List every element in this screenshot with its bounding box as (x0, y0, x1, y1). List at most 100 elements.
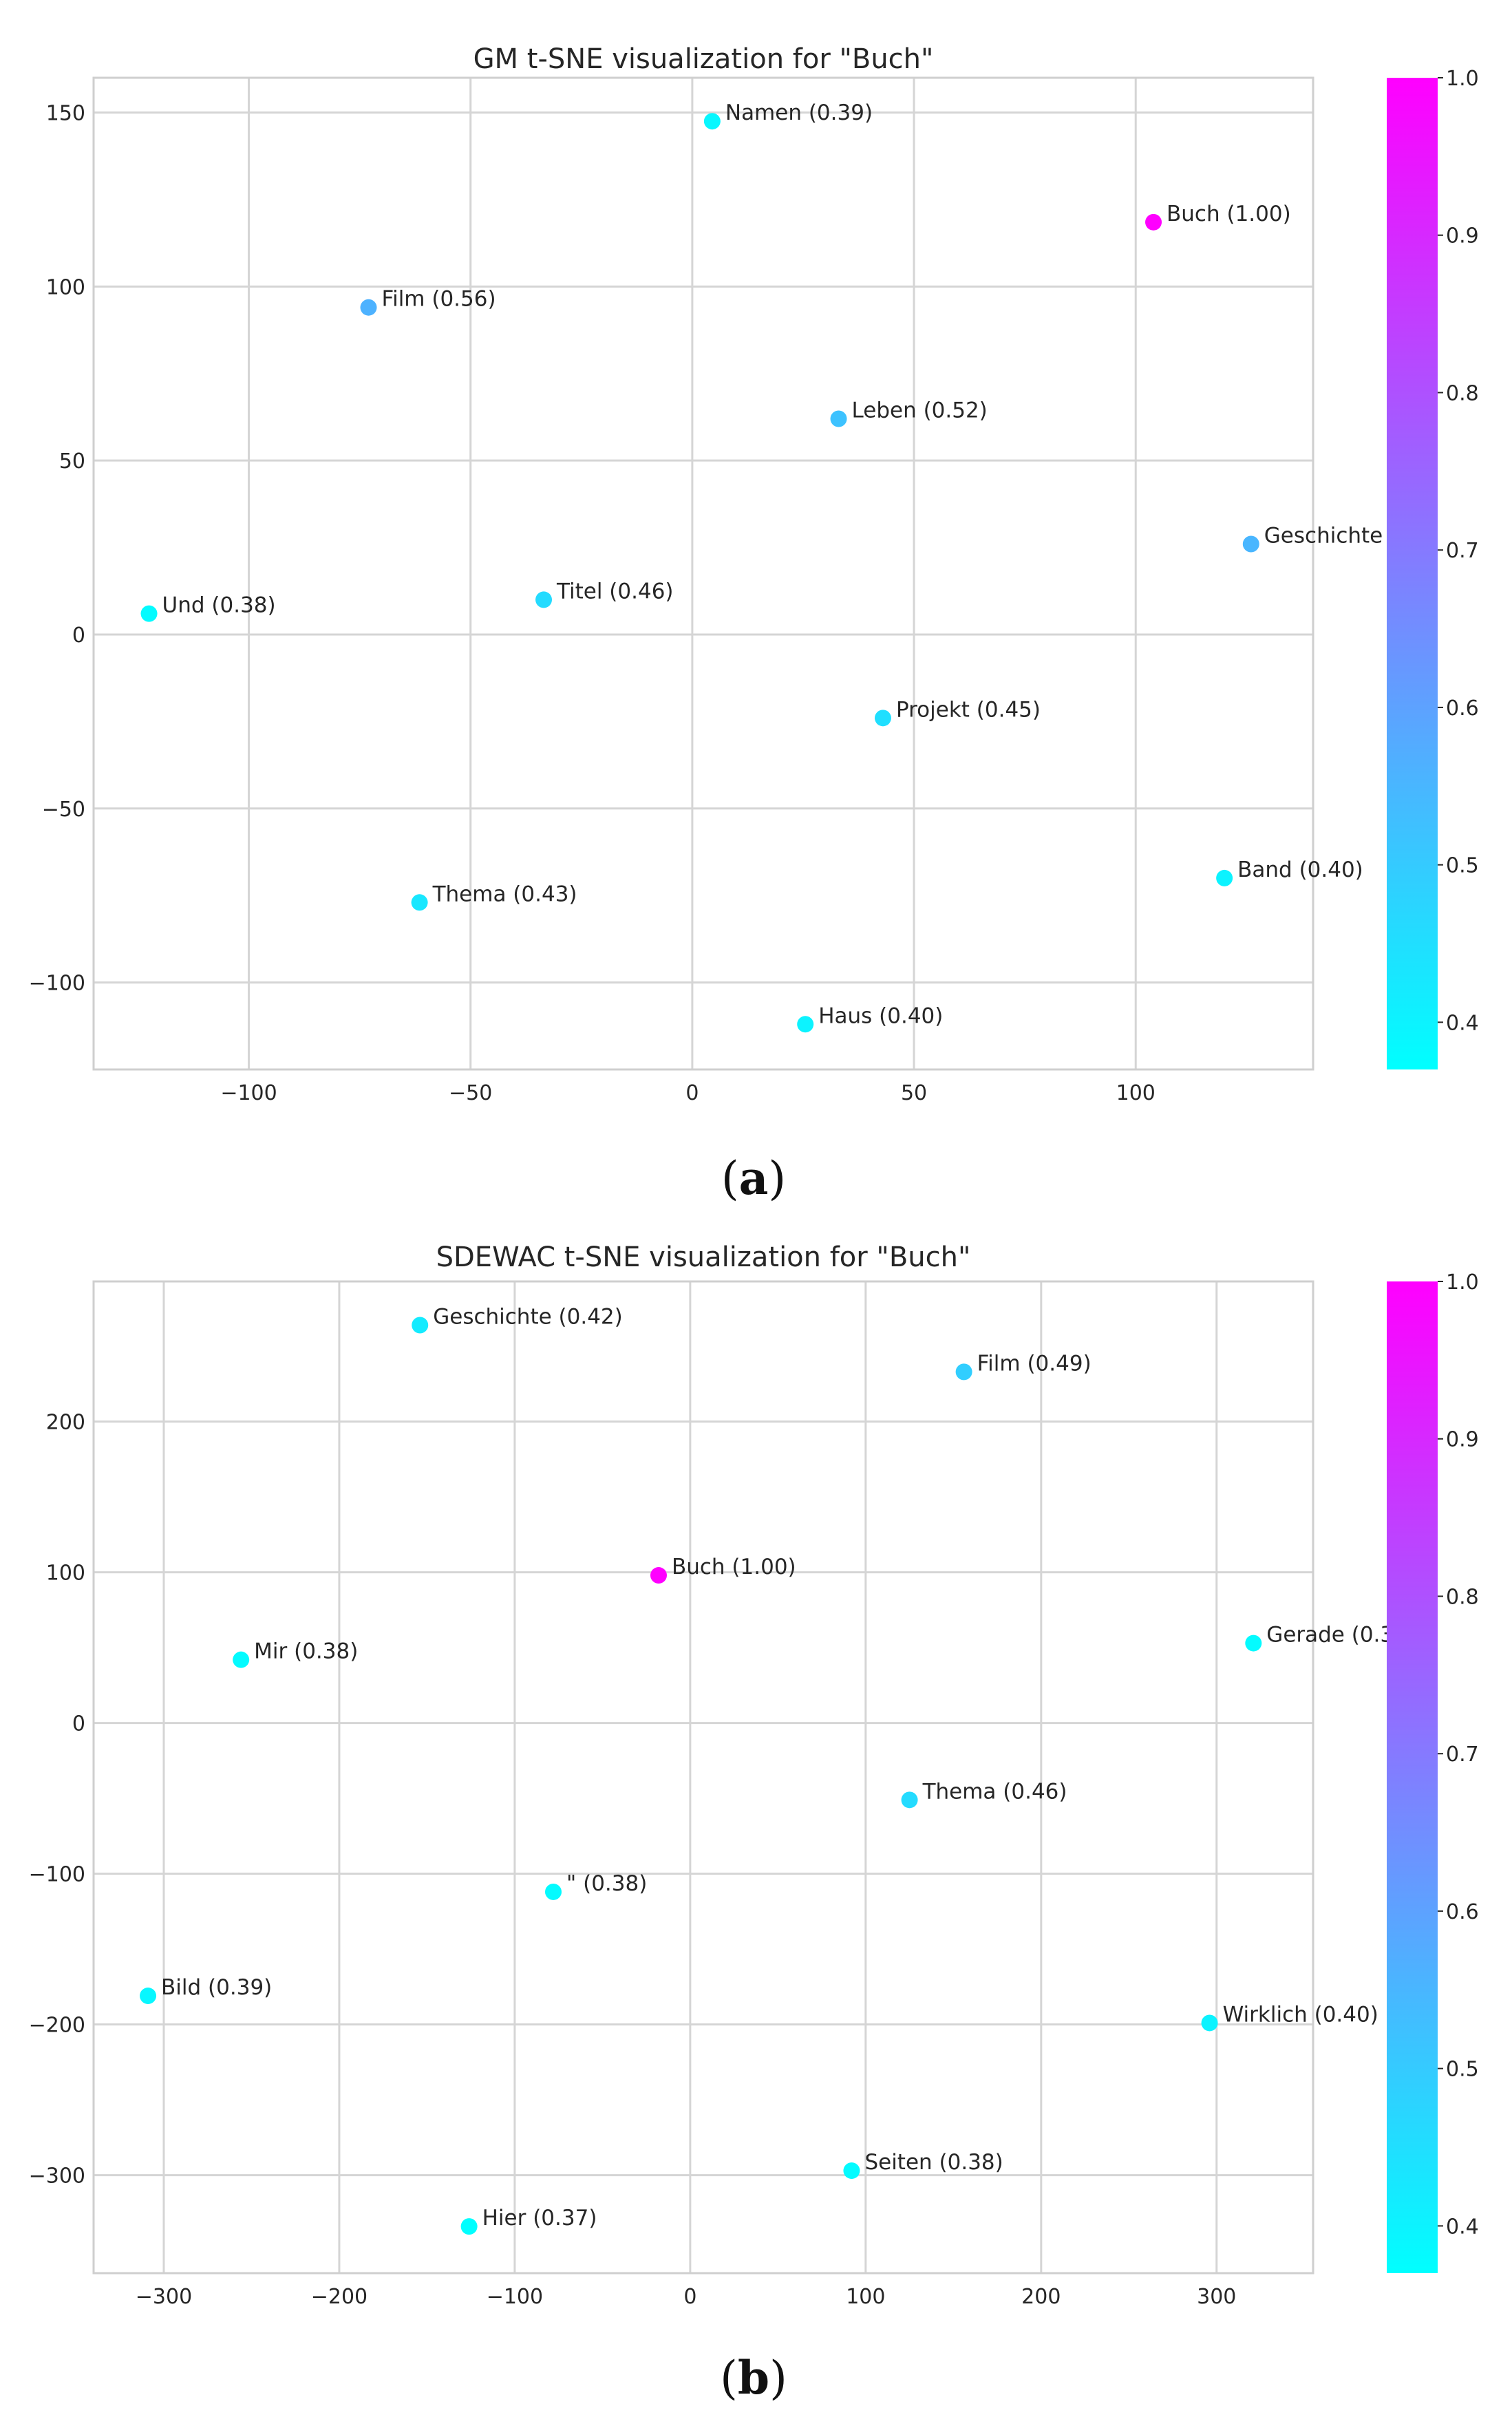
x-tick-label: 100 (846, 2285, 885, 2309)
scatter-point (901, 1791, 918, 1809)
colorbar-tick-label: 0.8 (1446, 381, 1479, 405)
scatter-point (1242, 535, 1259, 553)
colorbar-tick-label: 0.9 (1446, 224, 1479, 248)
scatter-point (650, 1567, 667, 1584)
scatter-point (703, 113, 721, 130)
y-tick-label: 150 (46, 102, 85, 126)
x-ticks: −300 −200 −100 0 100 200 300 (136, 2285, 1237, 2309)
panel-caption: (a) (721, 1151, 786, 1205)
colorbar-tick-label: 0.6 (1446, 696, 1479, 721)
scatter-point (797, 1016, 814, 1033)
point-label: Hier (0.37) (482, 2206, 597, 2230)
y-tick-label: −100 (29, 972, 85, 996)
x-tick-label: 0 (685, 1081, 699, 1105)
y-tick-label: 200 (46, 1411, 85, 1435)
point-label: Wirklich (0.40) (1223, 2002, 1378, 2027)
y-tick-label: 0 (72, 1712, 85, 1736)
colorbar-tick-label: 0.7 (1446, 1743, 1479, 1767)
scatter-point (874, 710, 891, 727)
colorbar-tick-label: 0.5 (1446, 854, 1479, 878)
point-label: Gerade (0.38) (1266, 1623, 1416, 1648)
scatter-point (1145, 213, 1162, 231)
point-label: Seiten (0.38) (864, 2150, 1003, 2175)
panel-a: GM t-SNE visualization for "Buch" −100 −5… (29, 43, 1479, 1205)
panel-caption-letter: a (739, 1151, 769, 1205)
point-label: Buch (1.00) (672, 1555, 796, 1579)
x-tick-label: 0 (683, 2285, 696, 2309)
x-tick-label: 300 (1197, 2285, 1236, 2309)
panel-b: SDEWAC t-SNE visualization for "Buch" −3… (29, 1242, 1479, 2405)
x-tick-label: −50 (449, 1081, 492, 1105)
y-tick-label: −50 (42, 798, 85, 822)
point-label: Titel (0.46) (556, 579, 674, 604)
x-tick-label: 100 (1116, 1081, 1156, 1105)
y-tick-label: −100 (29, 1863, 85, 1887)
chart-title: GM t-SNE visualization for "Buch" (473, 43, 934, 75)
point-label: " (0.38) (566, 1871, 647, 1896)
scatter-point (412, 1317, 429, 1334)
point-label: Und (0.38) (162, 593, 276, 618)
colorbar (1387, 1281, 1438, 2273)
plot-frame (92, 76, 1314, 1071)
grid (94, 78, 1313, 1069)
x-tick-label: −100 (487, 2285, 543, 2309)
point-label: Namen (0.39) (725, 100, 873, 125)
x-tick-label: −200 (311, 2285, 368, 2309)
y-tick-label: 0 (72, 624, 85, 648)
point-label: Mir (0.38) (254, 1639, 358, 1664)
y-ticks: 200 100 0 −100 −200 −300 (29, 1411, 85, 2189)
scatter-point (545, 1883, 562, 1900)
chart-title: SDEWAC t-SNE visualization for "Buch" (436, 1242, 971, 1273)
point-label: Geschichte (0.42) (433, 1305, 623, 1330)
scatter-point (460, 2218, 478, 2235)
scatter-point (1201, 2014, 1218, 2032)
scatter-point (830, 410, 847, 427)
colorbar-tick-label: 0.8 (1446, 1585, 1479, 1609)
scatter-point (140, 1988, 157, 2005)
colorbar-tick-label: 0.7 (1446, 539, 1479, 563)
scatter-point (360, 299, 377, 316)
scatter-point (140, 605, 158, 622)
colorbar (1387, 78, 1438, 1069)
x-tick-label: 200 (1021, 2285, 1061, 2309)
scatter-point (843, 2162, 860, 2180)
panel-caption: (b) (720, 2351, 787, 2405)
scatter-point (233, 1651, 250, 1668)
x-tick-label: −100 (220, 1081, 277, 1105)
colorbar-tick-label: 1.0 (1446, 67, 1479, 91)
x-tick-label: 50 (901, 1081, 927, 1105)
point-label: Band (0.40) (1237, 858, 1363, 882)
grid (94, 1281, 1313, 2273)
plot-frame (92, 1280, 1314, 2275)
y-tick-label: 100 (46, 275, 85, 299)
scatter-point (411, 894, 428, 911)
colorbar-tick-label: 0.4 (1446, 2215, 1479, 2239)
scatter-point (1216, 869, 1233, 886)
colorbar-ticks: 1.0 0.9 0.8 0.7 0.6 0.5 0.4 (1438, 67, 1479, 1035)
scatter-point (535, 591, 553, 608)
y-tick-label: 50 (59, 449, 85, 473)
colorbar-tick-label: 0.6 (1446, 1900, 1479, 1924)
colorbar-tick-label: 0.5 (1446, 2058, 1479, 2082)
scatter-point (955, 1363, 972, 1381)
point-label: Thema (0.43) (432, 882, 577, 906)
point-label: Haus (0.40) (818, 1003, 943, 1028)
point-label: Thema (0.46) (922, 1779, 1067, 1804)
y-tick-label: −200 (29, 2014, 85, 2038)
point-label: Buch (1.00) (1167, 202, 1291, 226)
point-label: Leben (0.52) (852, 398, 988, 423)
panel-caption-letter: b (738, 2351, 769, 2405)
point-label: Bild (0.39) (161, 1975, 272, 2000)
scatter-points: Geschichte (0.42) Film (0.49) Buch (1.00) M… (140, 1305, 1416, 2235)
scatter-points: Namen (0.39) Buch (1.00) Film (0.56) Leben … (140, 100, 1454, 1033)
colorbar-tick-label: 0.4 (1446, 1011, 1479, 1035)
y-tick-label: −300 (29, 2164, 85, 2189)
colorbar-tick-label: 1.0 (1446, 1270, 1479, 1295)
point-label: Film (0.56) (382, 287, 496, 312)
x-tick-label: −300 (136, 2285, 192, 2309)
colorbar-ticks: 1.0 0.9 0.8 0.7 0.6 0.5 0.4 (1438, 1270, 1479, 2239)
scatter-point (1245, 1634, 1262, 1652)
point-label: Geschichte (0.55) (1264, 524, 1454, 549)
y-ticks: 150 100 50 0 −50 −100 (29, 102, 85, 996)
